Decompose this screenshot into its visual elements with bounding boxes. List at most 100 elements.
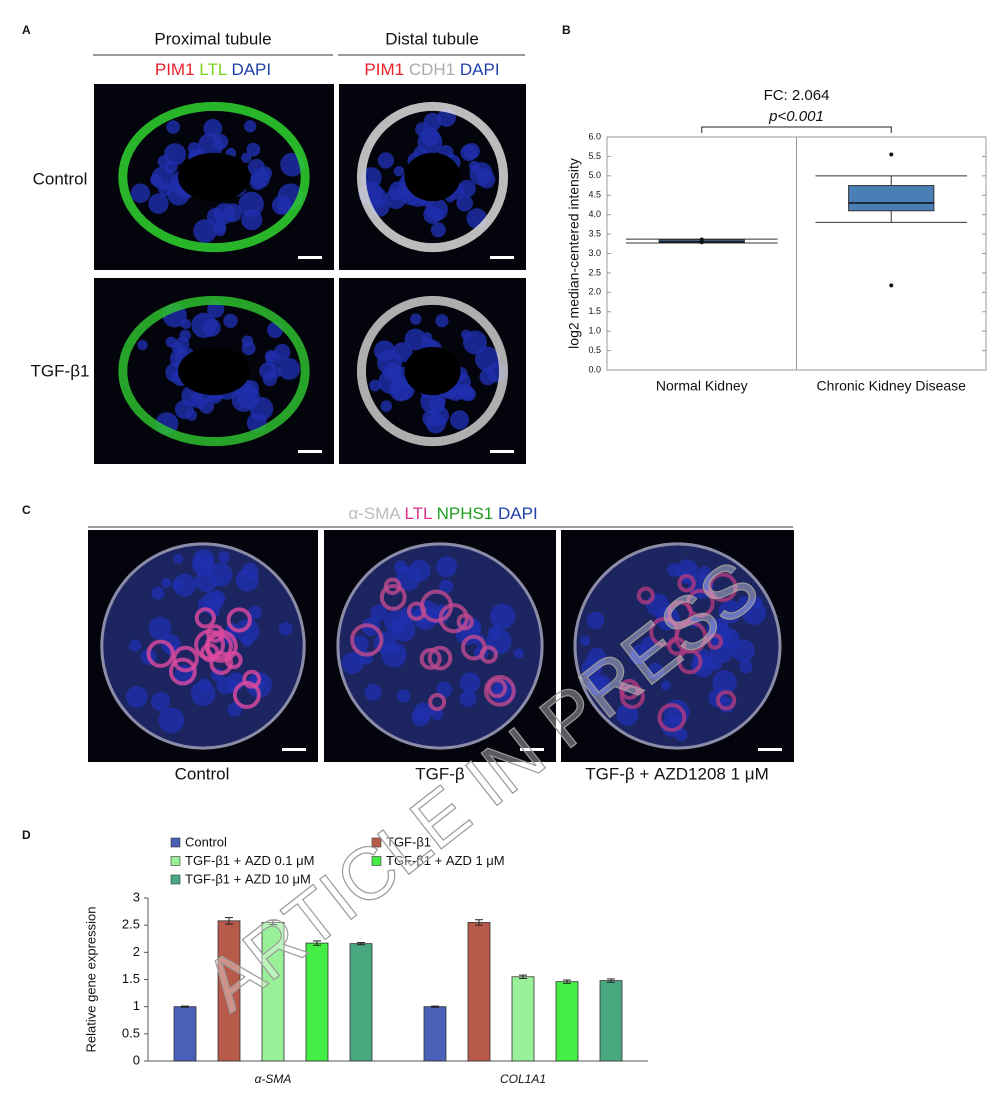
nucleus	[377, 152, 395, 169]
nucleus	[241, 152, 252, 163]
nucleus	[193, 549, 215, 571]
y-tick-label: 0.5	[588, 345, 601, 355]
structure	[438, 603, 469, 634]
lumen	[178, 152, 250, 202]
nucleus	[718, 599, 742, 624]
nucleus	[151, 691, 171, 712]
nucleus	[180, 318, 192, 330]
nucleus	[750, 596, 763, 608]
nucleus	[369, 379, 381, 392]
nucleus	[660, 680, 671, 691]
y-tick-label: 4.0	[588, 209, 601, 219]
stain-label: α-SMA LTL NPHS1 DAPI	[348, 504, 537, 523]
nucleus	[129, 639, 142, 652]
nucleus	[616, 703, 639, 726]
stain-name: NPHS1	[437, 504, 494, 523]
stain-name: PIM1	[155, 60, 195, 79]
structure	[484, 674, 516, 707]
legend-swatch	[170, 837, 181, 848]
nucleus	[208, 605, 220, 618]
caption: Control	[175, 764, 230, 783]
nucleus	[581, 657, 603, 679]
bar	[555, 981, 579, 1062]
lumen	[404, 346, 461, 396]
y-tick-label: 0.0	[588, 364, 601, 374]
nucleus	[276, 199, 291, 214]
outlier	[889, 152, 894, 157]
structure	[242, 669, 262, 689]
nucleus	[165, 336, 177, 348]
y-tick-label: 4.5	[588, 190, 601, 200]
y-tick-label: 5.5	[588, 151, 601, 161]
nucleus	[278, 357, 301, 380]
structure	[379, 583, 407, 611]
nucleus	[395, 566, 421, 591]
y-tick-label: 0	[133, 1052, 140, 1067]
y-tick-label: 2.5	[588, 267, 601, 277]
structure	[619, 683, 645, 709]
nucleus	[461, 329, 472, 340]
nucleus	[148, 193, 169, 214]
stain-name: LTL	[199, 60, 227, 79]
x-tick-label: Chronic Kidney Disease	[817, 378, 967, 394]
nucleus	[173, 553, 184, 564]
nucleus	[207, 300, 225, 318]
nucleus	[423, 112, 442, 131]
nucleus	[431, 707, 444, 721]
y-tick-label: 1.5	[122, 971, 140, 986]
nucleus	[197, 132, 224, 159]
significance-bracket	[701, 126, 892, 133]
structure	[194, 607, 216, 629]
outlier	[699, 237, 704, 242]
nucleus	[667, 563, 681, 577]
stain-name: DAPI	[460, 60, 500, 79]
y-tick-label: 2.5	[122, 917, 140, 932]
nucleus	[463, 143, 480, 160]
nucleus	[586, 611, 605, 630]
nucleus	[202, 318, 221, 337]
nucleus	[485, 628, 512, 655]
bar	[423, 1006, 447, 1062]
stain-name: PIM1	[364, 60, 404, 79]
y-tick-label: 6.0	[588, 131, 601, 141]
structure	[667, 636, 687, 656]
structure	[172, 645, 199, 673]
y-tick-label: 1	[133, 998, 140, 1013]
nucleus	[158, 707, 185, 734]
nucleus	[459, 672, 481, 693]
nucleus	[193, 219, 217, 243]
structure	[428, 692, 447, 712]
nucleus	[393, 166, 405, 177]
nucleus	[235, 568, 259, 592]
lumen	[404, 152, 461, 202]
y-tick-label: 3.0	[588, 248, 601, 258]
nucleus	[158, 181, 173, 197]
x-tick-label: α-SMA	[255, 1072, 292, 1086]
nucleus	[198, 678, 211, 691]
nucleus	[731, 639, 755, 663]
nucleus	[389, 378, 412, 402]
legend-swatch	[371, 856, 382, 866]
legend-label: TGF-β1 + AZD 1 μM	[386, 853, 505, 868]
nucleus	[413, 702, 433, 722]
structure	[146, 639, 175, 668]
nucleus	[242, 380, 260, 398]
nucleus	[126, 686, 148, 708]
scale-bar	[520, 748, 544, 751]
nucleus	[130, 183, 151, 203]
structure	[168, 657, 197, 686]
nucleus	[214, 203, 236, 225]
box	[848, 185, 935, 212]
nucleus	[712, 670, 737, 695]
nucleus	[410, 313, 422, 325]
nucleus	[250, 168, 270, 189]
y-tick-label: 1.5	[588, 306, 601, 316]
panel-label: A	[22, 23, 31, 37]
nucleus	[186, 409, 198, 421]
structure	[194, 629, 226, 661]
nucleus	[435, 314, 449, 328]
nucleus	[370, 604, 388, 622]
nucleus	[429, 405, 450, 426]
nucleus	[675, 728, 688, 742]
